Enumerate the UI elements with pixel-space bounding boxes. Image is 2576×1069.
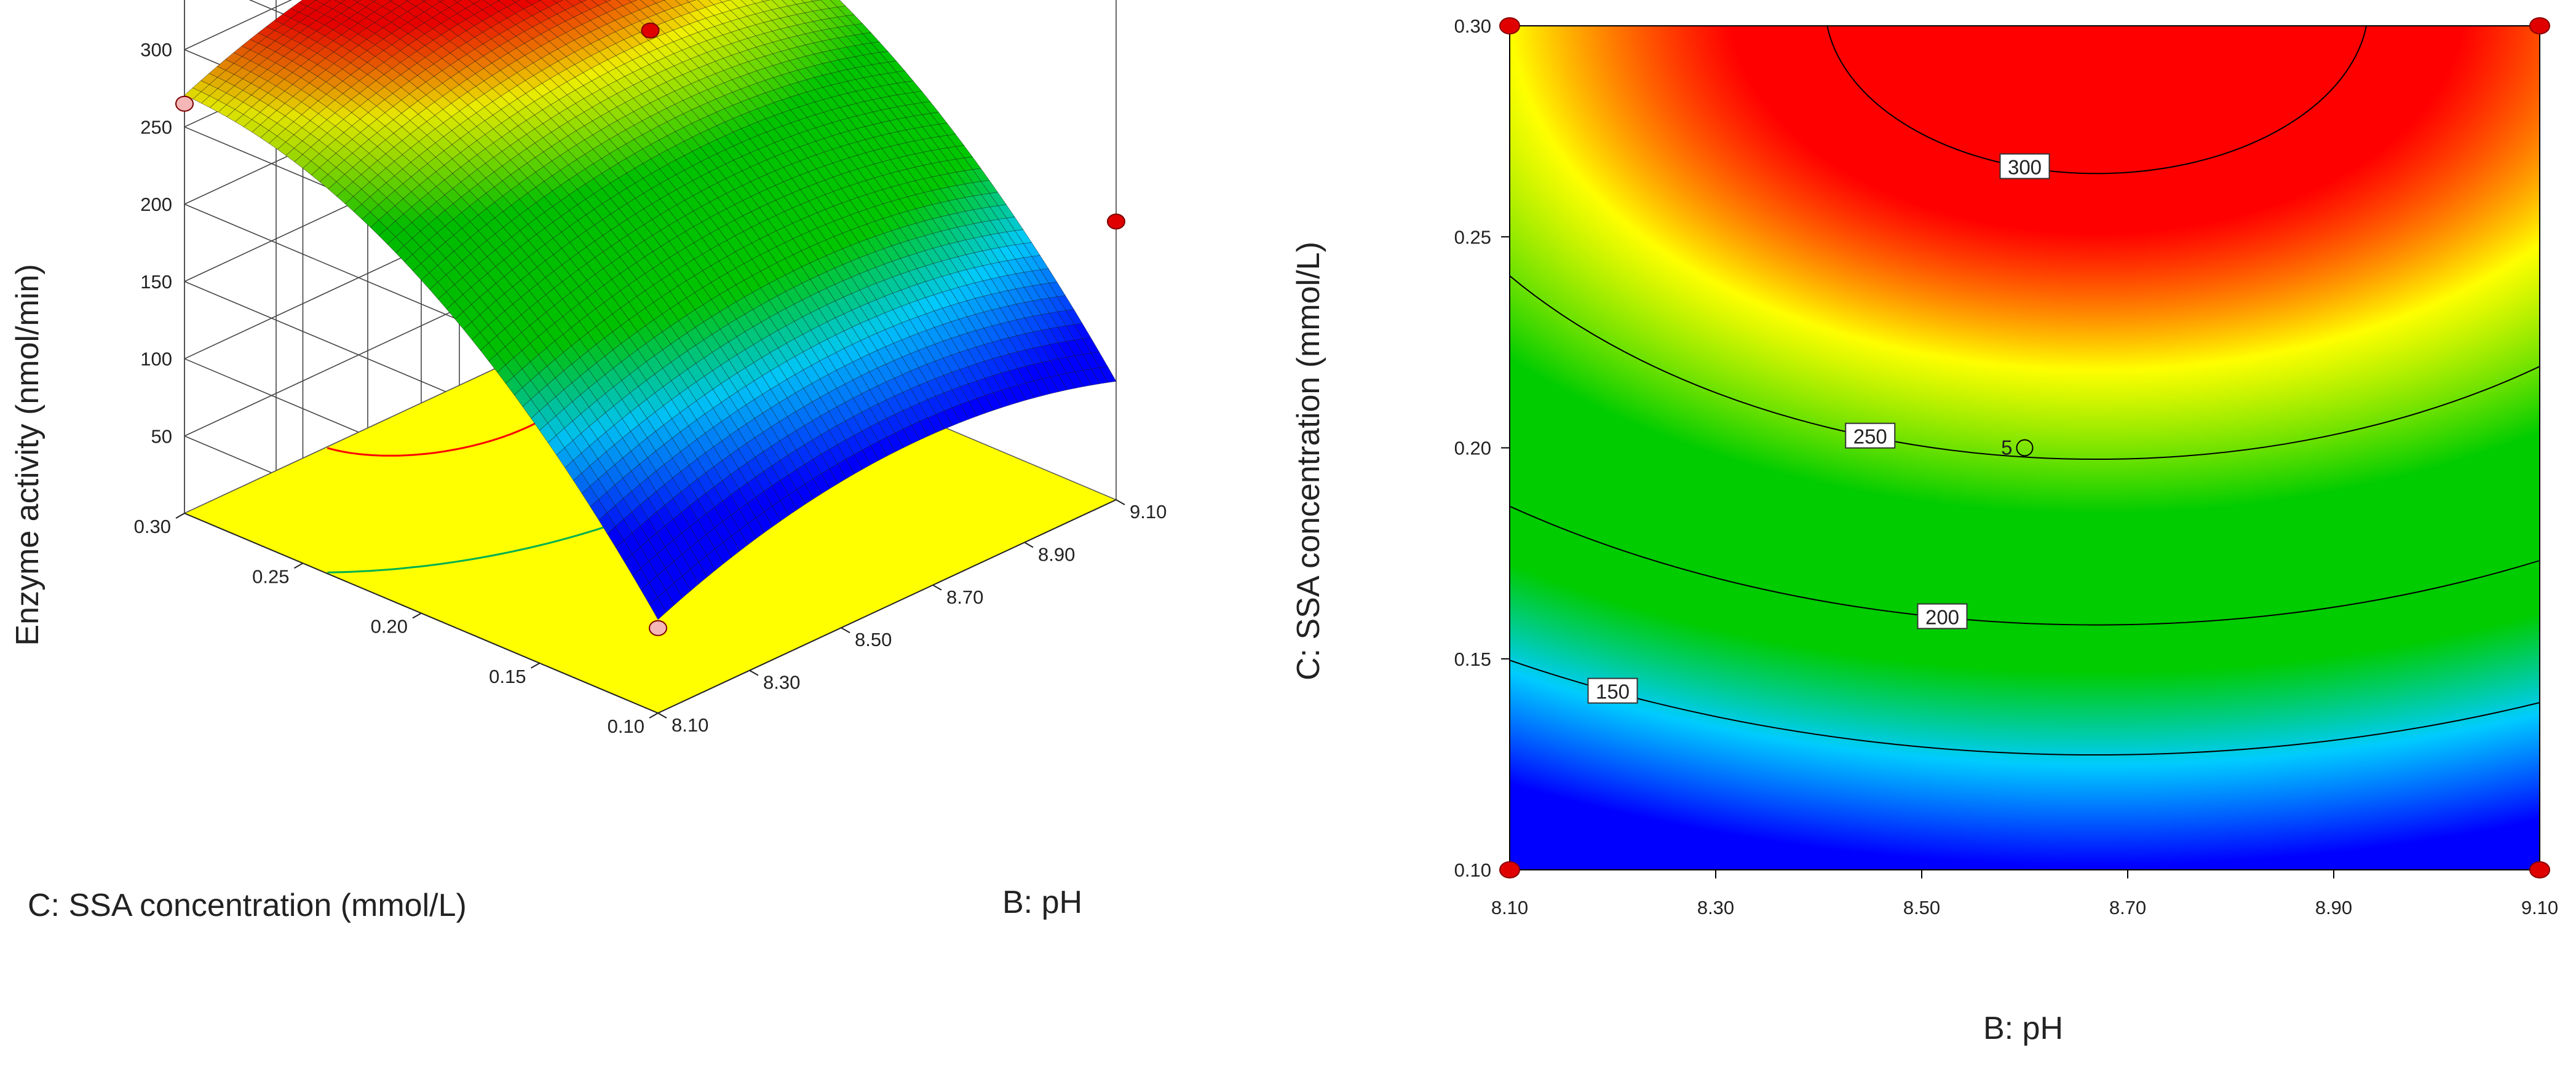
y-tick-label: 0.20	[371, 616, 408, 637]
z-tick-label: 50	[151, 425, 172, 447]
x-tick-label: 8.70	[946, 586, 983, 608]
contour-y-axis-title: C: SSA concentration (mmol/L)	[1291, 242, 1326, 680]
response-surface-chart: 501001502002503003508.108.308.508.708.90…	[0, 0, 1230, 1066]
wall-grid-line	[184, 0, 293, 50]
surface-cell	[371, 0, 377, 2]
contour-line-200	[1510, 505, 2540, 626]
design-point-4	[2529, 17, 2550, 34]
contour-design-points: 5	[1499, 17, 2550, 878]
design-point-3	[2529, 861, 2550, 878]
z-tick-label: 100	[140, 349, 172, 370]
surface-cell	[437, 0, 444, 2]
x-tick-label: 8.70	[2109, 897, 2146, 918]
contour-chart: 8.10 8.30 8.50 8.70 8.90 9.10 0.10 0.15 0.20 0.25…	[1230, 0, 2576, 1066]
center-point-count: 5	[2001, 436, 2012, 459]
tick-labels: 501001502002503003508.108.308.508.708.90…	[134, 39, 1167, 737]
y-tick-mark	[175, 513, 185, 519]
x-tick-label: 8.10	[1491, 897, 1528, 918]
surface-cell	[405, 0, 410, 2]
contour-line-300	[1826, 26, 2368, 175]
x-tick-label: 8.50	[855, 629, 892, 650]
z-tick-label: 150	[140, 271, 172, 293]
x-tick-mark	[657, 712, 667, 719]
surface-cell	[603, 0, 612, 2]
contour-label-250: 250	[1845, 422, 1896, 449]
y-tick-label: 0.10	[608, 716, 644, 737]
x-tick-label: 9.10	[2521, 897, 2558, 918]
y-tick-mark	[294, 562, 303, 569]
design-point-2	[1499, 17, 1520, 34]
y-tick-mark	[649, 712, 659, 719]
z-axis-title: Enzyme activity (nmol/min)	[10, 264, 46, 645]
x-tick-label: 8.90	[2315, 897, 2352, 918]
y-tick-label: 0.10	[1454, 859, 1491, 881]
contour-label-150: 150	[1587, 677, 1638, 704]
y-tick-label: 0.25	[1454, 226, 1491, 248]
contour-label-text: 200	[1925, 606, 1959, 628]
z-tick-label: 300	[140, 39, 172, 61]
x-axis-title: B: pH	[1002, 885, 1082, 920]
design-point-1	[1499, 861, 1520, 878]
contour-heatmap	[1510, 26, 2540, 870]
x-tick-label: 8.30	[1697, 897, 1734, 918]
contour-line-150	[1510, 659, 2540, 755]
surface-cell	[453, 0, 462, 3]
surface-mesh	[184, 0, 1117, 620]
contour-ticks: 8.10 8.30 8.50 8.70 8.90 9.10 0.10 0.15 0.20 0.25…	[1454, 15, 2559, 918]
y-tick-mark	[412, 612, 422, 619]
surface-design-point-3	[641, 22, 660, 39]
x-tick-mark	[1024, 542, 1034, 548]
contour-label-text: 150	[1596, 680, 1630, 703]
x-axis-line	[657, 499, 1117, 714]
surface-design-point-4	[1107, 213, 1125, 230]
x-tick-mark	[932, 584, 942, 591]
surface-cell	[388, 0, 393, 2]
surface-design-point-1	[649, 620, 667, 636]
y-tick-label: 0.15	[489, 666, 526, 687]
y-tick-label: 0.20	[1454, 438, 1491, 459]
contour-label-text: 250	[1853, 425, 1887, 448]
x-tick-mark	[841, 627, 850, 634]
x-tick-label: 8.10	[672, 714, 708, 736]
x-tick-label: 9.10	[1130, 501, 1167, 523]
y-tick-label: 0.15	[1454, 649, 1491, 670]
center-point-marker	[2016, 439, 2034, 457]
x-tick-mark	[749, 669, 759, 676]
surface-cell	[649, 597, 667, 620]
x-tick-label: 8.90	[1038, 543, 1075, 565]
contour-level-labels: 150 200 250 300	[1587, 153, 2050, 704]
design-points	[175, 22, 1125, 636]
surface-cell	[352, 0, 362, 3]
z-tick-label: 200	[140, 194, 172, 215]
x-tick-label: 8.30	[763, 672, 800, 693]
response-surface-svg: 501001502002503003508.108.308.508.708.90…	[10, 0, 1167, 923]
y-tick-label: 0.30	[1454, 15, 1491, 37]
contour-svg: 8.10 8.30 8.50 8.70 8.90 9.10 0.10 0.15 0.20 0.25…	[1291, 15, 2559, 1046]
surface-design-point-2	[175, 95, 194, 112]
contour-x-axis-title: B: pH	[1983, 1011, 2063, 1046]
surface-cell	[511, 0, 521, 3]
y-tick-mark	[531, 662, 540, 669]
contour-label-300: 300	[1999, 153, 2050, 179]
surface-cell	[578, 0, 587, 3]
x-tick-label: 8.50	[1903, 897, 1940, 918]
surface-cell	[421, 0, 427, 2]
contour-lines	[1510, 26, 2540, 755]
z-tick-label: 250	[140, 116, 172, 138]
contour-label-text: 300	[2008, 156, 2042, 178]
contour-label-200: 200	[1917, 603, 1968, 629]
contour-line-250	[1510, 275, 2540, 460]
x-tick-mark	[1116, 499, 1125, 505]
y-axis-title: C: SSA concentration (mmol/L)	[28, 888, 467, 923]
y-tick-label: 0.25	[252, 566, 289, 587]
y-tick-label: 0.30	[134, 516, 171, 537]
